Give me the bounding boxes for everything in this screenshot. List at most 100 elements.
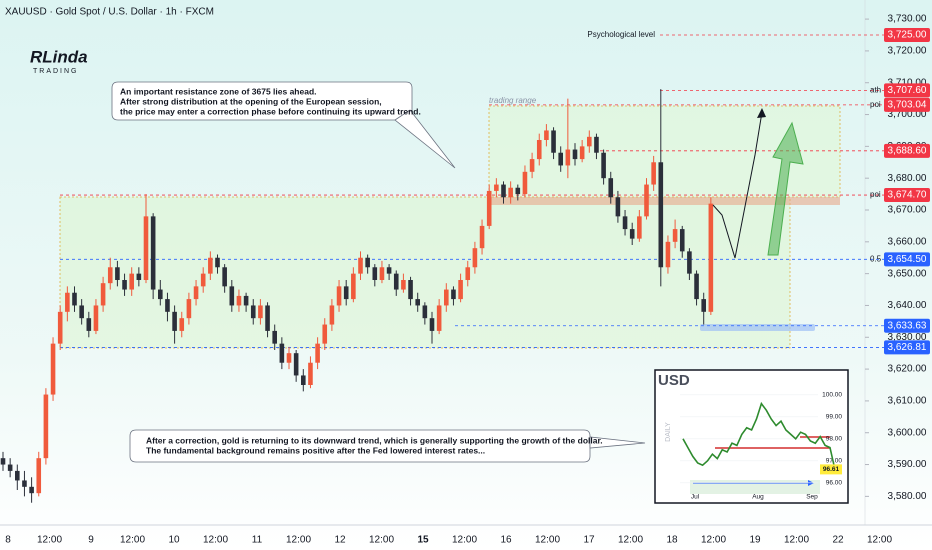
- y-tick-label: 3,680.00: [888, 173, 927, 184]
- x-tick-label: 12:00: [369, 535, 394, 546]
- candle-body: [172, 311, 177, 331]
- candle-body: [29, 486, 34, 494]
- annotation-pointer: [394, 109, 456, 169]
- candle-body: [57, 311, 63, 344]
- arrow-head: [757, 108, 766, 118]
- y-tick-label: 3,700.00: [888, 109, 927, 120]
- inset-y-tick-label: 100.00: [822, 392, 842, 399]
- candle-body: [515, 187, 521, 195]
- candle-body: [644, 184, 649, 217]
- candle-body: [136, 273, 142, 280]
- candle-body: [372, 267, 378, 280]
- candle-body: [651, 162, 656, 185]
- candle-body: [494, 184, 499, 191]
- candle-body: [422, 305, 428, 319]
- level-tag: poi: [870, 190, 881, 199]
- x-tick-label: 17: [583, 535, 595, 546]
- projection-arrow: [712, 111, 763, 259]
- inset-title: USD: [658, 372, 690, 389]
- candle-body: [701, 299, 706, 312]
- x-tick-label: 18: [666, 535, 678, 546]
- candle-body: [579, 146, 585, 160]
- candle-body: [200, 273, 206, 287]
- candle-body: [236, 295, 242, 306]
- price-label: 3,703.04: [888, 100, 927, 111]
- candle-body: [672, 229, 678, 242]
- candle-body: [379, 267, 385, 280]
- price-label-box: [884, 340, 930, 355]
- annotation-pointer: [589, 436, 646, 449]
- candle-body: [622, 216, 628, 230]
- y-tick-label: 3,670.00: [888, 205, 927, 216]
- y-tick-label: 3,710.00: [888, 77, 927, 88]
- candle-body: [479, 225, 485, 249]
- candle-body: [601, 152, 606, 179]
- y-tick-label: 3,720.00: [888, 46, 927, 57]
- candle-body: [508, 187, 513, 198]
- inset-x-tick-label: Aug: [752, 494, 764, 501]
- candle-body: [458, 280, 463, 300]
- candle-body: [107, 267, 113, 284]
- price-label-box: [884, 97, 930, 112]
- inset-y-tick-label: 99.00: [826, 414, 843, 421]
- candle-body: [565, 149, 571, 166]
- candle-body: [708, 203, 714, 312]
- candle-body: [358, 257, 363, 274]
- candle-body: [401, 280, 406, 290]
- level-tag: 0.5: [870, 254, 882, 263]
- y-tick-label: 3,650.00: [888, 268, 927, 279]
- x-tick-label: 12:00: [37, 535, 62, 546]
- x-tick-label: 12:00: [452, 535, 477, 546]
- y-tick-label: 3,580.00: [888, 491, 927, 502]
- x-tick-label: 16: [500, 535, 512, 546]
- candle-body: [158, 289, 163, 300]
- candle-body: [694, 273, 699, 300]
- price-label: 3,674.70: [888, 190, 927, 201]
- candle-body: [451, 289, 456, 300]
- x-tick-label: 12: [334, 535, 346, 546]
- support-zone: [59, 196, 791, 349]
- x-tick-label: 12:00: [867, 535, 892, 546]
- level-tag: ath: [870, 85, 881, 94]
- annotation-text: After strong distribution at the opening…: [120, 96, 382, 106]
- candle-body: [222, 267, 227, 287]
- x-tick-label: 10: [168, 535, 180, 546]
- candle-body: [179, 318, 185, 331]
- x-tick-label: 12:00: [203, 535, 228, 546]
- candle-body: [243, 295, 249, 306]
- level-tag: poi: [870, 100, 881, 109]
- candle-body: [558, 152, 563, 166]
- price-label: 3,725.00: [888, 30, 927, 41]
- candle-body: [308, 362, 313, 385]
- candle-body: [408, 280, 413, 300]
- candle-body: [687, 251, 692, 274]
- annotation-text: An important resistance zone of 3675 lie…: [120, 86, 317, 96]
- candle-body: [322, 324, 328, 344]
- y-tick-label: 3,620.00: [888, 364, 927, 375]
- x-tick-label: 12:00: [618, 535, 643, 546]
- candle-body: [265, 305, 270, 331]
- x-tick-label: 19: [749, 535, 761, 546]
- price-label-box: [884, 318, 930, 333]
- resistance-strip: [489, 197, 840, 205]
- candle-body: [365, 257, 370, 268]
- y-tick-label: 3,630.00: [888, 332, 927, 343]
- y-tick-label: 3,600.00: [888, 427, 927, 438]
- y-tick-label: 3,660.00: [888, 236, 927, 247]
- candle-body: [129, 273, 134, 290]
- candle-body: [215, 257, 220, 268]
- candle-body: [551, 130, 556, 153]
- annotation-box: [129, 429, 591, 463]
- candle-body: [465, 267, 471, 280]
- candle-body: [272, 330, 277, 344]
- inset-x-tick-label: Jul: [691, 494, 700, 501]
- candle-body: [658, 162, 664, 268]
- candle-body: [279, 343, 285, 363]
- candle-body: [486, 190, 492, 226]
- candle-body: [122, 280, 127, 290]
- x-tick-label: 9: [88, 535, 94, 546]
- logo-name: RLinda: [30, 47, 88, 66]
- y-tick-label: 3,640.00: [888, 300, 927, 311]
